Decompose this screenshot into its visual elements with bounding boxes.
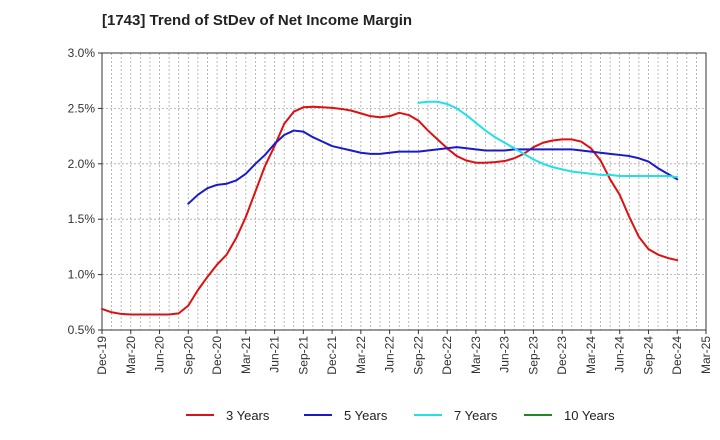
legend-swatch — [186, 414, 214, 416]
legend-label: 10 Years — [564, 407, 615, 423]
series-line-7-years — [417, 100, 679, 179]
legend-swatch — [304, 414, 332, 416]
x-tick-label: Jun-22 — [383, 336, 397, 373]
legend-swatch — [524, 414, 552, 416]
series-line-5-years — [187, 129, 679, 205]
legend-item-5-years: 5 Years — [304, 404, 387, 426]
x-tick-label: Mar-25 — [699, 336, 713, 374]
x-tick-label: Sep-21 — [296, 336, 310, 375]
x-tick-label: Jun-24 — [613, 336, 627, 373]
x-tick-label: Dec-21 — [325, 336, 339, 375]
legend-label: 7 Years — [454, 407, 498, 423]
y-tick-label: 1.0% — [68, 268, 96, 282]
y-tick-label: 2.5% — [68, 101, 96, 115]
legend-label: 5 Years — [344, 407, 388, 423]
legend-item-7-years: 7 Years — [414, 404, 497, 426]
x-tick-label: Mar-23 — [469, 336, 483, 374]
plot-frame — [101, 52, 707, 331]
y-tick-label: 2.0% — [68, 157, 96, 171]
y-tick-label: 1.5% — [68, 212, 96, 226]
x-tick-label: Mar-21 — [239, 336, 253, 374]
chart-title: [1743] Trend of StDev of Net Income Marg… — [102, 12, 413, 29]
legend: 3 Years 5 Years 7 Years 10 Years — [0, 404, 720, 426]
x-tick-label: Dec-20 — [210, 336, 224, 375]
x-tick-label: Jun-21 — [268, 336, 282, 373]
x-tick-label: Dec-22 — [440, 336, 454, 375]
x-tick-label: Sep-23 — [526, 336, 540, 375]
x-tick-label: Sep-24 — [641, 336, 655, 375]
legend-item-10-years: 10 Years — [524, 404, 615, 426]
legend-label: 3 Years — [226, 407, 270, 423]
x-tick-label: Mar-24 — [584, 336, 598, 374]
x-tick-label: Sep-20 — [181, 336, 195, 375]
x-tick-label: Mar-22 — [354, 336, 368, 374]
series-line-3-years — [101, 105, 679, 316]
x-tick-label: Mar-20 — [124, 336, 138, 374]
y-tick-label: 0.5% — [68, 323, 96, 337]
x-tick-label: Dec-24 — [670, 336, 684, 375]
x-tick-label: Dec-19 — [95, 336, 109, 375]
x-tick-label: Sep-22 — [411, 336, 425, 375]
legend-item-3-years: 3 Years — [186, 404, 269, 426]
y-tick-label: 3.0% — [68, 46, 96, 60]
x-tick-label: Dec-23 — [555, 336, 569, 375]
legend-swatch — [414, 414, 442, 416]
x-tick-label: Jun-23 — [498, 336, 512, 373]
x-tick-label: Jun-20 — [153, 336, 167, 373]
